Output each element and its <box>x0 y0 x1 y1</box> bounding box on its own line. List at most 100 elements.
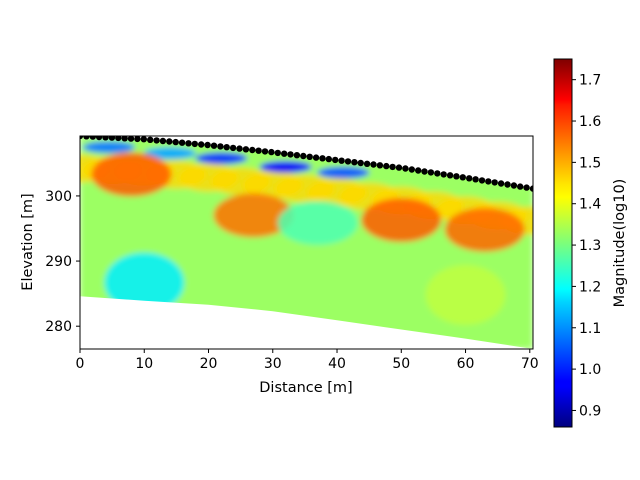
anomaly <box>213 193 294 238</box>
plot-frame <box>79 135 534 350</box>
electrode-marker <box>115 136 122 142</box>
anomaly <box>195 152 248 165</box>
electrode-marker <box>395 164 403 171</box>
x-axis-label: Distance [m] <box>259 380 352 396</box>
electrode-marker <box>415 167 422 174</box>
electrode-marker <box>370 161 377 168</box>
electrode-marker <box>300 152 307 160</box>
electrodes <box>80 136 533 192</box>
anomaly <box>259 160 312 173</box>
anomaly <box>444 207 525 252</box>
electrode-marker <box>80 136 84 140</box>
electrode-marker <box>134 136 141 143</box>
y-axis-ticks: 280 290 300 <box>45 189 80 335</box>
electrode-marker <box>249 146 256 154</box>
electrode-marker <box>281 150 288 157</box>
electrode-marker <box>172 138 179 146</box>
electrode-marker <box>383 162 390 170</box>
colorbar-tick-label: 1.6 <box>579 114 601 130</box>
electrode-marker <box>517 183 524 190</box>
main-axes: 0 10 20 30 40 50 60 70 280 290 300 Distance [m] E… <box>20 135 539 396</box>
electrode-marker <box>274 149 281 157</box>
electrode-marker <box>191 140 198 148</box>
anomaly <box>82 141 135 154</box>
electrode-marker <box>376 162 384 169</box>
x-tick-label: 60 <box>457 356 475 372</box>
colorbar-label: Magnitude(log10) <box>612 179 628 308</box>
electrode-marker <box>389 163 396 171</box>
electrode-marker <box>255 147 262 154</box>
anomaly <box>425 264 506 325</box>
electrode-marker <box>185 140 192 147</box>
electrode-marker <box>510 182 518 189</box>
electrode-marker <box>153 137 160 144</box>
electrode-marker <box>446 172 454 179</box>
electrode-marker <box>89 136 96 140</box>
electrode-marker <box>236 145 243 152</box>
electrode-marker <box>472 176 479 183</box>
anomaly <box>144 147 196 160</box>
electrode-marker <box>325 155 332 163</box>
electrode-marker <box>523 184 530 191</box>
x-tick-label: 50 <box>392 356 410 372</box>
electrode-marker <box>306 153 313 160</box>
electrode-marker <box>293 152 301 159</box>
electrode-marker <box>363 160 371 167</box>
electrode-marker <box>121 136 128 142</box>
electrode-marker <box>287 151 294 158</box>
electrode-marker <box>478 177 486 184</box>
electrode-marker <box>210 142 218 149</box>
colorbar-gradient <box>553 58 573 428</box>
electrode-marker <box>127 136 135 142</box>
colorbar-ticks: 0.9 1.0 1.1 1.2 1.3 1.4 1.5 1.6 1.7 <box>572 73 601 419</box>
electrode-marker <box>261 148 269 155</box>
y-axis-label: Elevation [m] <box>20 193 36 290</box>
electrode-marker <box>312 154 320 161</box>
anomaly <box>104 252 185 313</box>
colorbar-tick-label: 1.0 <box>579 362 601 378</box>
electrode-marker <box>229 144 237 152</box>
electrode-marker <box>223 144 230 151</box>
electrode-marker <box>344 158 352 165</box>
electrode-marker <box>83 136 90 140</box>
electrode-marker <box>440 171 447 178</box>
electrode-marker <box>504 181 511 188</box>
colorbar-tick-label: 0.9 <box>579 403 601 419</box>
electrode-marker <box>319 155 326 162</box>
electrode-marker <box>108 136 116 141</box>
y-tick-label: 300 <box>45 189 72 205</box>
electrode-marker <box>147 136 154 143</box>
electrode-marker <box>459 174 466 181</box>
electrode-marker <box>102 136 109 141</box>
electrode-marker <box>159 137 167 145</box>
x-tick-label: 0 <box>76 356 85 372</box>
colorbar-tick-label: 1.5 <box>579 155 601 171</box>
x-tick-label: 40 <box>328 356 346 372</box>
y-tick-label: 290 <box>45 254 72 270</box>
colorbar-tick-label: 1.3 <box>579 238 601 254</box>
electrode-marker <box>204 141 211 149</box>
colorbar: 0.9 1.0 1.1 1.2 1.3 1.4 1.5 1.6 1.7 Magnitude(lo… <box>553 58 628 428</box>
colorbar-tick-label: 1.1 <box>579 321 601 337</box>
electrode-marker <box>402 165 409 172</box>
x-tick-label: 70 <box>521 356 539 372</box>
y-tick-label: 280 <box>45 319 72 335</box>
electrode-marker <box>408 166 415 173</box>
electrode-marker <box>491 179 498 186</box>
electrode-marker <box>178 139 186 146</box>
x-tick-label: 20 <box>200 356 218 372</box>
anomaly <box>361 198 442 242</box>
electrode-marker <box>529 185 533 192</box>
electrode-marker <box>357 159 364 167</box>
anomaly <box>277 200 358 245</box>
electrode-marker <box>242 146 250 153</box>
colorbar-tick-label: 1.4 <box>579 197 601 213</box>
electrode-marker <box>268 148 275 156</box>
electrode-marker <box>166 138 173 145</box>
electrode-marker <box>351 159 358 166</box>
electrode-marker <box>332 156 339 164</box>
electrode-marker <box>427 169 435 176</box>
electrode-marker <box>466 175 473 182</box>
anomaly <box>317 166 370 179</box>
